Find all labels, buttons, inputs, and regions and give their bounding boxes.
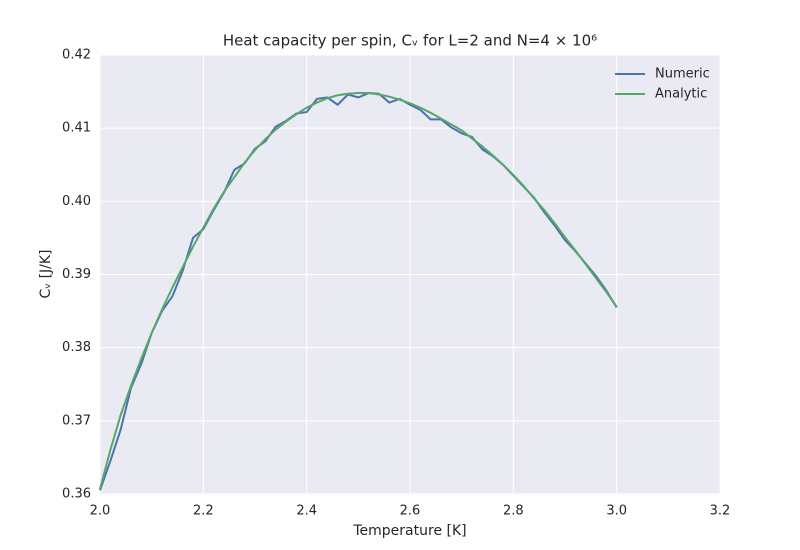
x-tick-label: 2.0: [90, 504, 111, 519]
x-tick-label: 2.2: [193, 504, 214, 519]
x-tick-label: 2.6: [400, 504, 421, 519]
y-axis-label: Cᵥ [J/K]: [38, 249, 54, 298]
y-tick-label: 0.42: [62, 48, 91, 63]
y-tick-label: 0.38: [62, 340, 91, 355]
chart-title: Heat capacity per spin, Cᵥ for L=2 and N…: [223, 32, 597, 50]
y-tick-label: 0.39: [62, 267, 91, 282]
x-tick-label: 2.4: [296, 504, 317, 519]
y-tick-label: 0.40: [62, 194, 91, 209]
x-tick-label: 2.8: [503, 504, 524, 519]
y-tick-label: 0.36: [62, 487, 91, 502]
legend-label: Analytic: [655, 87, 707, 102]
y-tick-label: 0.41: [62, 121, 91, 136]
legend-label: Numeric: [655, 67, 710, 82]
x-tick-label: 3.2: [710, 504, 731, 519]
x-tick-label: 3.0: [606, 504, 627, 519]
series-line: [99, 92, 618, 490]
y-tick-label: 0.37: [62, 413, 91, 428]
x-axis-label: Temperature [K]: [352, 523, 466, 539]
